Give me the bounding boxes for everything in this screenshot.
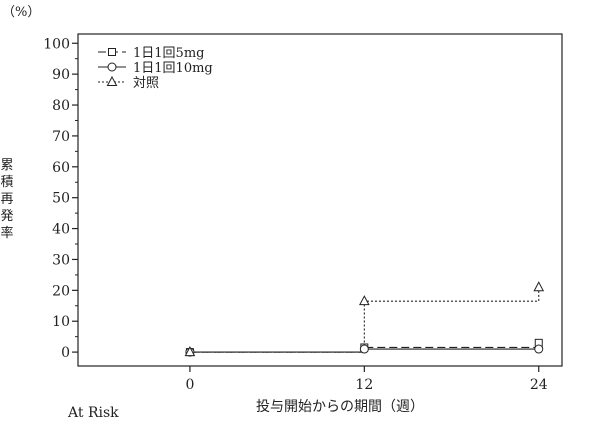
y-tick-label: 80 xyxy=(52,98,70,114)
x-tick-label: 0 xyxy=(185,377,194,393)
y-unit-label: （%） xyxy=(2,5,40,20)
y-tick-label: 10 xyxy=(52,314,70,330)
data-point-circle xyxy=(534,344,544,354)
y-tick-label: 90 xyxy=(52,67,70,83)
x-axis-ticks: 0 12 24 xyxy=(185,366,548,393)
y-axis-ticks: 0 10 20 30 40 50 60 70 80 90 100 xyxy=(43,36,78,361)
y-tick-label: 30 xyxy=(52,252,70,268)
y-axis-label: 累積再発率 xyxy=(0,158,13,241)
y-tick-label: 20 xyxy=(52,283,70,299)
at-risk-label: At Risk xyxy=(67,405,119,421)
y-tick-label: 70 xyxy=(52,129,70,145)
y-tick-label: 50 xyxy=(52,191,70,207)
data-point-triangle xyxy=(184,346,196,357)
legend-label: 1日1回10mg xyxy=(133,61,213,76)
x-axis-label: 投与開始からの期間（週） xyxy=(256,399,424,415)
legend-label: 1日1回5mg xyxy=(133,46,204,61)
data-point-triangle xyxy=(358,295,370,306)
data-point-triangle xyxy=(533,281,545,292)
series-markers xyxy=(184,281,545,357)
y-tick-label: 60 xyxy=(52,160,70,176)
x-tick-label: 24 xyxy=(530,377,548,393)
legend-label: 対照 xyxy=(133,76,159,91)
x-tick-label: 12 xyxy=(355,377,373,393)
legend-marker xyxy=(108,48,116,56)
y-tick-label: 0 xyxy=(61,345,70,361)
legend-marker xyxy=(107,62,117,72)
plot-frame xyxy=(77,33,563,367)
legend-item: 対照 xyxy=(98,75,159,91)
legend-item: 1日1回10mg xyxy=(98,61,213,76)
y-tick-label: 40 xyxy=(52,222,70,238)
legend-marker xyxy=(106,75,118,86)
y-tick-label: 100 xyxy=(43,36,70,52)
legend-item: 1日1回5mg xyxy=(98,46,204,61)
data-point-circle xyxy=(359,344,369,354)
